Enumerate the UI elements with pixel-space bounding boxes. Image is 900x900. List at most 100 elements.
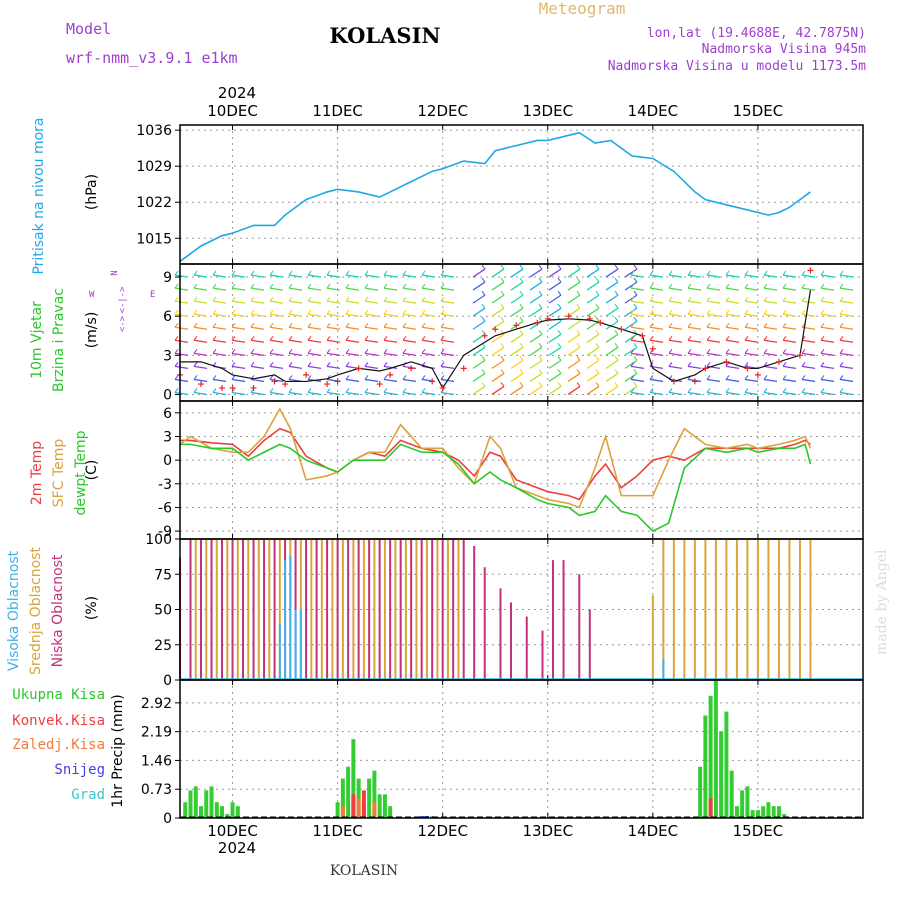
wind-barb-flag [231, 270, 236, 276]
precip-bar [225, 814, 230, 818]
wind-barb [174, 391, 189, 396]
wind-barb [649, 313, 664, 317]
wind-barb [491, 372, 505, 382]
wind-barb [567, 333, 581, 343]
wind-barb-flag [481, 264, 486, 270]
wind-barb [383, 378, 398, 383]
wind-barb [491, 268, 505, 278]
wind-barb [548, 385, 562, 396]
wind-barb [782, 287, 797, 291]
legend-grad: Grad [71, 787, 105, 803]
wind-barb [326, 339, 341, 343]
wind-barb-flag [630, 335, 635, 341]
wind-barb-flag [364, 296, 369, 302]
wind-barb-flag [212, 309, 217, 315]
wind-barb [763, 378, 778, 383]
wind-barb-flag [288, 309, 293, 315]
wind-barb [630, 313, 645, 317]
y-tick-label: 1.46 [141, 753, 172, 769]
wind-barb [491, 333, 505, 343]
wind-barb-flag [269, 375, 274, 380]
wind-barb [491, 346, 505, 356]
wind-barb-flag [744, 270, 749, 276]
wind-barb-flag [782, 270, 787, 276]
wind-barb [383, 300, 398, 304]
watermark: made by Angel [874, 549, 890, 655]
wind-barb-flag [633, 316, 638, 322]
precip-bar [188, 790, 193, 818]
wind-barb [624, 346, 638, 356]
wind-barb [383, 287, 398, 291]
wind-barb [839, 274, 854, 278]
wind-gust-mark [754, 371, 761, 378]
wind-barb-flag [763, 309, 768, 315]
wind-barb-flag [326, 362, 331, 367]
wind-barb-flag [614, 264, 619, 270]
wind-gust-mark [513, 322, 520, 329]
compass-arrow-row2: <-> [118, 315, 128, 332]
wind-barb-flag [307, 362, 312, 367]
wind-barb-flag [212, 335, 217, 341]
precip-bar [745, 786, 750, 818]
wind-barb-flag [595, 343, 600, 348]
wind-barb-flag [649, 309, 654, 315]
wind-barb [402, 287, 417, 291]
wind-barb-flag [364, 335, 369, 341]
wind-barb [706, 274, 721, 278]
wind-barb [212, 339, 227, 343]
wind-barb-flag [481, 369, 486, 374]
temp-ylabel: (C) [84, 460, 100, 481]
wind-barb-flag [326, 388, 331, 393]
precip-bar [372, 770, 377, 818]
panel-frame [179, 400, 864, 540]
wind-barb [763, 274, 778, 278]
wind-barb-flag [288, 322, 293, 328]
wind-barb-flag [250, 296, 255, 302]
wind-barb-flag [595, 356, 600, 361]
wind-barb [782, 365, 797, 370]
wind-barb-flag [614, 303, 619, 309]
x-date-label-top: 12DEC [417, 102, 468, 120]
wind-barb-flag [538, 369, 543, 374]
wind-barb-flag [345, 296, 350, 302]
wind-barb [567, 372, 581, 382]
wind-barb [174, 339, 189, 343]
wind-barb [624, 359, 638, 369]
wind-barb-flag [250, 283, 255, 289]
wind-barb-flag [193, 375, 198, 380]
wind-barb-flag [519, 382, 524, 387]
wind-barb [649, 326, 664, 330]
precip-bar [703, 715, 708, 818]
wind-barb-flag [174, 296, 179, 302]
wind-barb-flag [174, 388, 179, 393]
wind-barb [364, 300, 379, 304]
wind-barb [548, 294, 562, 304]
wind-gust-mark [649, 345, 656, 352]
wind-gust-mark [639, 332, 646, 339]
y-tick-label: 0 [163, 673, 172, 689]
wind-barb-flag [250, 362, 255, 367]
wind-barb-flag [212, 322, 217, 328]
wind-barb [250, 391, 265, 396]
wind-barb [649, 300, 664, 304]
wind-barb-flag [231, 362, 236, 367]
wind-barb [345, 326, 360, 330]
wind-barb-flag [402, 388, 407, 393]
wind-barb [839, 391, 854, 396]
wind-barb-flag [687, 309, 692, 315]
wind-barb-flag [801, 296, 806, 302]
wind-barb-flag [782, 283, 787, 289]
wind-barb [801, 313, 816, 317]
wind-barb-flag [576, 290, 581, 296]
wind-barb [364, 274, 379, 278]
wind-barb-flag [649, 388, 654, 393]
wind-barb [744, 352, 759, 356]
wind-barb [307, 391, 322, 396]
wind-barb [288, 300, 303, 304]
wind-barb-flag [706, 309, 711, 315]
wind-barb [510, 359, 524, 369]
wind-barb-flag [440, 349, 445, 354]
wind-barb-flag [557, 290, 562, 296]
precip-bar [204, 790, 209, 818]
wind-barb-flag [288, 335, 293, 341]
